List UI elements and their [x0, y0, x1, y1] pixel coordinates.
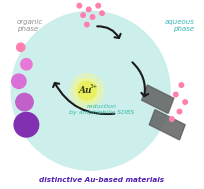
Text: organic
phase: organic phase: [17, 19, 43, 32]
Circle shape: [85, 22, 89, 27]
Circle shape: [183, 100, 187, 104]
Circle shape: [173, 92, 178, 97]
Polygon shape: [149, 110, 185, 140]
Circle shape: [81, 13, 85, 17]
Circle shape: [177, 109, 182, 114]
Circle shape: [11, 11, 170, 170]
Circle shape: [77, 3, 82, 8]
Text: distinctive Au-based materials: distinctive Au-based materials: [39, 177, 165, 183]
Circle shape: [86, 7, 91, 12]
Circle shape: [70, 74, 104, 108]
Text: aqueous
phase: aqueous phase: [165, 19, 195, 32]
Circle shape: [21, 59, 32, 70]
Circle shape: [14, 112, 39, 137]
Circle shape: [12, 74, 26, 88]
Circle shape: [75, 78, 99, 103]
Circle shape: [16, 93, 33, 111]
Text: Au: Au: [79, 86, 93, 95]
Text: 3+: 3+: [90, 84, 98, 89]
Text: reduction
by amphiphilic SDBS: reduction by amphiphilic SDBS: [69, 104, 135, 115]
Circle shape: [17, 43, 25, 51]
Circle shape: [96, 3, 101, 8]
Circle shape: [90, 15, 95, 19]
Circle shape: [179, 83, 184, 87]
Circle shape: [170, 117, 174, 121]
Circle shape: [78, 81, 96, 100]
Polygon shape: [142, 85, 174, 113]
Circle shape: [100, 11, 104, 15]
